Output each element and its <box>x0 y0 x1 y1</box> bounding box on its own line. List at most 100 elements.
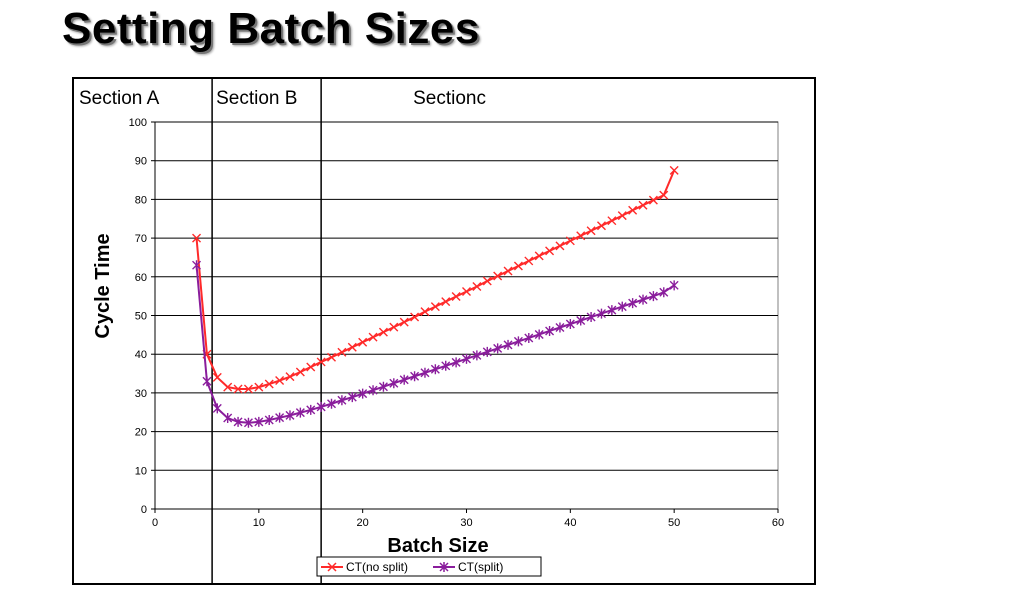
series-0-point-10 <box>295 367 305 377</box>
series-0-point-13 <box>327 352 337 362</box>
series-1-point-42 <box>628 298 638 309</box>
series-1-point-26 <box>462 353 471 364</box>
series-1-point-14 <box>337 395 347 406</box>
series-0-point-32 <box>524 256 534 266</box>
series-0-point-0 <box>192 233 202 243</box>
series-0-point-33 <box>534 251 544 261</box>
series-1-point-7 <box>264 414 274 425</box>
series-0-point-21 <box>410 312 420 322</box>
legend-box <box>316 556 542 577</box>
y-tick-label-8: 80 <box>135 194 147 206</box>
series-1-point-31 <box>513 336 523 347</box>
series-1-point-23 <box>430 364 440 375</box>
series-1-point-43 <box>638 294 648 305</box>
series-0-point-46 <box>669 165 679 175</box>
series-1-point-28 <box>482 346 492 357</box>
series-1-point-39 <box>596 308 606 319</box>
series-1-point-5 <box>243 417 253 428</box>
x-axis-title: Batch Size <box>387 535 488 557</box>
x-tick-label-6: 60 <box>772 517 784 529</box>
series-0-point-43 <box>638 200 648 210</box>
series-1-point-9 <box>285 410 295 421</box>
series-1-point-22 <box>420 367 430 378</box>
series-0-point-42 <box>628 205 638 215</box>
series-1-point-12 <box>316 401 326 412</box>
legend-marker-split <box>439 562 449 572</box>
series-1-point-19 <box>389 378 399 389</box>
y-tick-label-9: 90 <box>135 156 147 168</box>
page-title: Setting Batch Sizes <box>62 4 480 53</box>
series-0-point-18 <box>378 327 388 337</box>
series-1-point-24 <box>441 360 451 371</box>
series-1-point-30 <box>503 339 513 350</box>
series-1-point-32 <box>524 332 534 343</box>
x-tick-label-1: 10 <box>253 517 265 529</box>
series-0-point-17 <box>368 332 378 342</box>
series-1-point-8 <box>275 412 285 423</box>
x-tick-label-5: 50 <box>668 517 680 529</box>
series-0-point-28 <box>482 276 492 286</box>
y-tick-label-5: 50 <box>135 311 147 323</box>
series-1-point-3 <box>223 413 233 424</box>
series-0-point-3 <box>223 382 233 392</box>
y-tick-label-6: 60 <box>135 272 147 284</box>
legend-marker-no-split <box>327 562 337 572</box>
legend: CT(no split) CT(split) <box>316 556 542 577</box>
series-1-point-45 <box>659 287 669 298</box>
series-0-point-44 <box>648 195 658 205</box>
y-tick-label-10: 100 <box>129 117 147 129</box>
section-dividers: Section A Section B Sectionc <box>79 78 486 584</box>
series-0-point-8 <box>275 376 285 386</box>
series-0-point-25 <box>451 292 461 302</box>
series-1-point-16 <box>358 388 368 399</box>
series-0-point-45 <box>659 190 669 200</box>
series-0-point-9 <box>285 372 295 382</box>
y-tick-label-7: 70 <box>135 233 147 245</box>
series-1-point-25 <box>451 357 461 368</box>
series-0-point-24 <box>441 297 451 307</box>
series-0-point-40 <box>607 216 617 226</box>
y-tick-label-4: 40 <box>135 349 147 361</box>
series-1-point-13 <box>327 398 337 409</box>
series-1-point-29 <box>493 343 503 354</box>
series-layer <box>192 165 679 428</box>
series-0-point-6 <box>254 382 264 392</box>
series-1-point-33 <box>534 329 544 340</box>
series-1-point-1 <box>202 376 212 387</box>
series-0-point-36 <box>565 236 575 246</box>
series-1-point-27 <box>472 350 482 361</box>
series-0-point-15 <box>347 342 357 352</box>
series-0-point-16 <box>358 337 368 347</box>
series-0-point-14 <box>337 347 347 357</box>
y-tick-label-2: 20 <box>135 427 147 439</box>
x-tick-label-2: 20 <box>357 517 369 529</box>
series-1-point-18 <box>378 381 388 392</box>
series-1-point-17 <box>368 385 378 396</box>
series-0-point-4 <box>233 384 243 394</box>
series-1-point-6 <box>254 416 264 427</box>
series-0-point-20 <box>399 317 409 327</box>
x-tick-label-0: 0 <box>152 517 158 529</box>
series-0-point-23 <box>430 302 440 312</box>
series-1-point-35 <box>555 322 565 333</box>
y-tick-labels: 0 10 20 30 40 50 60 70 80 90 100 <box>129 117 155 516</box>
y-tick-label-1: 10 <box>135 465 147 477</box>
grid-lines <box>155 121 778 471</box>
section-label-2: Sectionc <box>413 88 486 109</box>
series-1-point-21 <box>410 371 420 382</box>
section-label-0: Section A <box>79 88 160 109</box>
series-0-point-19 <box>389 322 399 332</box>
series-1-point-0 <box>192 260 202 271</box>
series-0-point-5 <box>243 384 253 394</box>
series-0-point-11 <box>306 362 316 372</box>
y-tick-label-3: 30 <box>135 388 147 400</box>
series-0-point-35 <box>555 241 565 251</box>
x-tick-label-3: 30 <box>460 517 472 529</box>
series-0-point-34 <box>545 246 555 256</box>
series-1-point-15 <box>347 392 357 403</box>
legend-label-split: CT(split) <box>458 560 503 574</box>
series-0-point-26 <box>462 287 471 297</box>
y-tick-label-0: 0 <box>141 504 147 516</box>
series-1-point-44 <box>648 291 658 302</box>
series-1-point-10 <box>295 407 305 418</box>
